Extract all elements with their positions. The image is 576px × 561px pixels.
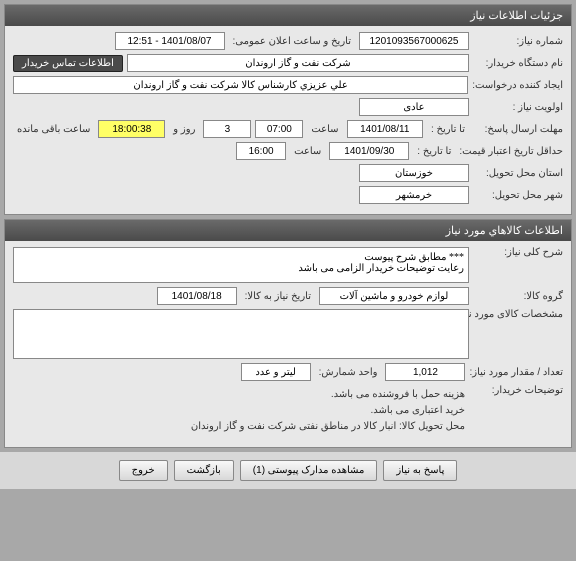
back-button[interactable]: بازگشت: [174, 460, 234, 481]
deadline-time-label: ساعت: [307, 124, 342, 135]
province-label: استان محل تحویل:: [473, 168, 563, 179]
deadline-days-label: روز و: [169, 124, 199, 135]
buyer-org-label: نام دستگاه خریدار:: [473, 58, 563, 69]
creator-field: علي عزيزي کارشناس کالا شرکت نفت و گاز ار…: [13, 76, 468, 94]
creator-label: ایجاد کننده درخواست:: [472, 80, 563, 91]
priority-field: عادی: [359, 98, 469, 116]
validity-date-field: 1401/09/30: [329, 142, 409, 160]
buyer-notes-text: هزینه حمل با فروشنده می باشد. خرید اعتبا…: [187, 385, 469, 437]
need-date-label: تاریخ نیاز به کالا:: [241, 291, 315, 302]
group-field: لوازم خودرو و ماشین آلات: [319, 287, 469, 305]
public-date-field: 1401/08/07 - 12:51: [115, 32, 225, 50]
buyer-contact-button[interactable]: اطلاعات تماس خریدار: [13, 55, 123, 72]
specs-label: مشخصات کالای مورد نیاز:: [473, 309, 563, 320]
validity-label: حداقل تاریخ اعتبار قیمت:: [459, 146, 563, 157]
qty-label: تعداد / مقدار مورد نیاز:: [469, 367, 563, 378]
buyer-org-field: شرکت نفت و گاز اروندان: [127, 54, 469, 72]
general-desc-field[interactable]: [13, 247, 469, 283]
deadline-days-field: 3: [203, 120, 251, 138]
priority-label: اولویت نیاز :: [473, 102, 563, 113]
attachments-button[interactable]: مشاهده مدارک پیوستی (1): [240, 460, 378, 481]
deadline-label: مهلت ارسال پاسخ:: [473, 124, 563, 135]
province-field: خوزستان: [359, 164, 469, 182]
deadline-to-label: تا تاریخ :: [427, 124, 469, 135]
city-label: شهر محل تحویل:: [473, 190, 563, 201]
request-number-label: شماره نیاز:: [473, 36, 563, 47]
validity-to-label: تا تاریخ :: [413, 146, 455, 157]
need-date-field: 1401/08/18: [157, 287, 237, 305]
goods-info-window: اطلاعات کالاهاي مورد نياز پایگاه خبری اط…: [4, 219, 572, 448]
window-title-1: جزئیات اطلاعات نیاز: [5, 5, 571, 26]
unit-field: لیتر و عدد: [241, 363, 311, 381]
public-date-label: تاریخ و ساعت اعلان عمومی:: [229, 36, 356, 47]
qty-field: 1,012: [385, 363, 465, 381]
exit-button[interactable]: خروج: [119, 460, 168, 481]
action-buttons: پاسخ به نیاز مشاهده مدارک پیوستی (1) باز…: [0, 452, 576, 489]
window-title-2: اطلاعات کالاهاي مورد نياز: [5, 220, 571, 241]
unit-label: واحد شمارش:: [315, 367, 382, 378]
specs-field[interactable]: [13, 309, 469, 359]
deadline-time-field: 07:00: [255, 120, 303, 138]
general-desc-label: شرح کلی نیاز:: [473, 247, 563, 258]
deadline-remain-field: 18:00:38: [98, 120, 165, 138]
request-details-window: جزئیات اطلاعات نیاز شماره نیاز: 12010935…: [4, 4, 572, 215]
validity-time-field: 16:00: [236, 142, 286, 160]
group-label: گروه کالا:: [473, 291, 563, 302]
respond-button[interactable]: پاسخ به نیاز: [383, 460, 457, 481]
deadline-date-field: 1401/08/11: [347, 120, 423, 138]
city-field: خرمشهر: [359, 186, 469, 204]
validity-time-label: ساعت: [290, 146, 325, 157]
request-number-field: 1201093567000625: [359, 32, 469, 50]
deadline-remain-label: ساعت باقی مانده: [13, 124, 94, 135]
buyer-notes-label: توضیحات خریدار:: [473, 385, 563, 396]
